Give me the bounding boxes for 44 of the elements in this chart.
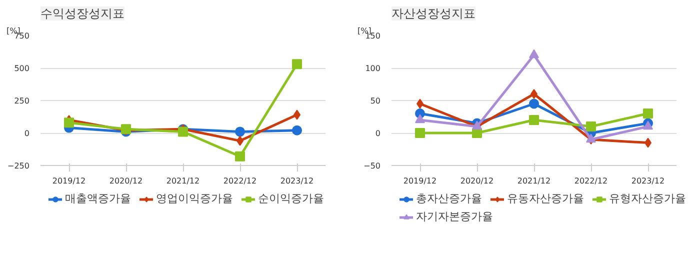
point	[530, 89, 538, 99]
x-tick-label: 2023/12	[631, 176, 665, 186]
point	[529, 49, 539, 58]
legend-label: 영업이익증가율	[156, 191, 233, 206]
point	[529, 98, 539, 109]
y-axis-title: [%]	[6, 26, 20, 36]
point	[178, 126, 188, 137]
legend-label: 자기자본증가율	[416, 209, 493, 224]
x-tick-label: 2022/12	[223, 176, 257, 186]
x-tick-label: 2020/12	[460, 176, 494, 186]
y-tick-label: 500	[14, 64, 30, 73]
x-tick-label: 2021/12	[517, 176, 551, 186]
point	[529, 115, 539, 125]
legend-label: 순이익증가율	[258, 191, 324, 206]
y-axis-title: [%]	[358, 26, 372, 36]
point	[415, 114, 425, 124]
x-tick-label: 2022/12	[574, 176, 608, 186]
y-tick-label: 250	[14, 96, 30, 106]
x-tick-label: 2023/12	[280, 176, 314, 186]
legend-label: 매출액증가율	[65, 191, 131, 206]
point	[643, 108, 653, 118]
point	[586, 122, 596, 132]
legend-label: 총자산증가율	[416, 191, 482, 206]
point	[64, 118, 74, 128]
legend-label: 유동자산증가율	[507, 191, 584, 206]
point	[292, 59, 302, 70]
chart-title: 자산성장성지표	[392, 6, 476, 20]
point	[415, 128, 425, 138]
point	[235, 151, 245, 162]
x-tick-label: 2019/12	[403, 176, 437, 186]
point	[292, 125, 302, 136]
chart-title: 수익성장성지표	[40, 6, 124, 20]
y-tick-label: −50	[364, 162, 381, 170]
y-tick-label: 100	[365, 64, 381, 73]
x-tick-label: 2020/12	[109, 176, 143, 186]
legend-label: 유형자산증가율	[609, 191, 686, 206]
y-tick-label: 0	[375, 129, 381, 138]
x-tick-label: 2021/12	[166, 176, 200, 186]
y-tick-label: 0	[24, 129, 30, 138]
point	[643, 120, 653, 130]
point	[235, 126, 245, 137]
x-tick-label: 2019/12	[52, 176, 86, 186]
y-tick-label: 50	[370, 96, 381, 106]
y-tick-label: −250	[8, 162, 30, 170]
